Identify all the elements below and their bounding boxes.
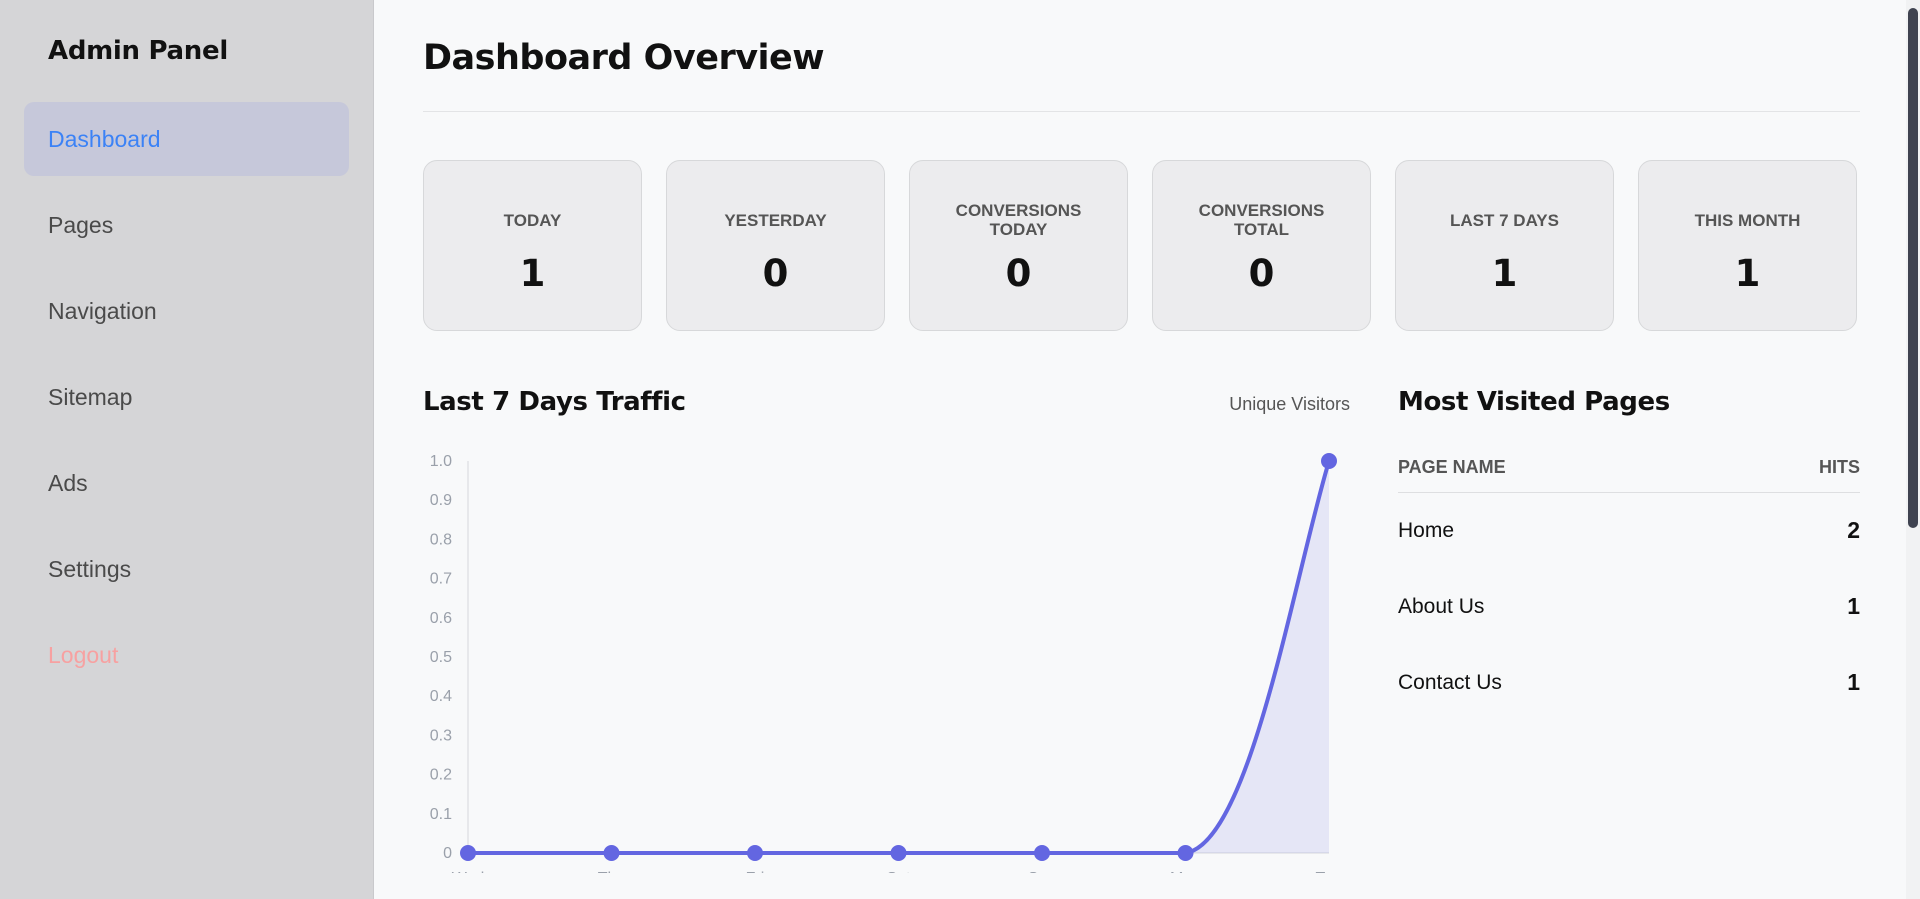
brand-title: Admin Panel (48, 36, 228, 66)
popular-pages-table: PAGE NAME HITS Home 2 About Us 1 (1398, 457, 1860, 721)
stat-card-this-month: THIS MONTH 1 (1638, 160, 1857, 331)
data-point (1321, 453, 1337, 469)
page-name-cell: Home (1398, 518, 1455, 542)
popular-pages-panel: Most Visited Pages PAGE NAME HITS Home 2 (1398, 387, 1860, 873)
stat-card-today: TODAY 1 (423, 160, 642, 331)
stat-label: LAST 7 DAYS (1450, 210, 1559, 230)
y-tick-label: 0.1 (430, 806, 452, 823)
x-tick-label: Sat (886, 870, 911, 873)
y-tick-label: 0.3 (430, 727, 452, 744)
y-tick-label: 0.6 (430, 610, 452, 627)
main-content: Dashboard Overview TODAY 1 YESTERDAY 0 C… (374, 0, 1920, 899)
stat-card-yesterday: YESTERDAY 0 (666, 160, 885, 331)
x-tick-label: Thu (598, 870, 626, 873)
column-header-hits: HITS (1732, 457, 1860, 493)
stat-label: THIS MONTH (1694, 210, 1801, 230)
data-point (747, 845, 763, 861)
stat-card-conversions-today: CONVERSIONS TODAY 0 (909, 160, 1128, 331)
hits-cell: 1 (1847, 669, 1860, 695)
x-tick-label: Sun (1028, 870, 1056, 873)
lower-section: Last 7 Days Traffic Unique Visitors 0 0.1… (423, 387, 1860, 873)
sidebar-item-sitemap[interactable]: Sitemap (48, 383, 133, 410)
data-point (1034, 845, 1050, 861)
traffic-chart: 0 0.1 0.2 0.3 0.4 0.5 0.6 0.7 0.8 0.9 1.0 Wed Thu Fri… (430, 453, 1343, 873)
stat-value: 1 (519, 252, 546, 295)
page-title: Dashboard Overview (423, 0, 1860, 112)
table-header-row: PAGE NAME HITS (1398, 457, 1860, 493)
page-name-cell: About Us (1398, 594, 1485, 618)
sidebar-item-ads[interactable]: Ads (48, 469, 88, 496)
stats-row: TODAY 1 YESTERDAY 0 CONVERSIONS TODAY 0 … (423, 160, 1860, 331)
sidebar-item-pages[interactable]: Pages (48, 211, 114, 238)
y-tick-label: 0.8 (430, 531, 452, 548)
x-tick-label: Fri (746, 870, 765, 873)
sidebar-nav: Dashboard Pages Navigation Sitemap Ads S… (0, 102, 373, 692)
y-tick-label: 0.4 (430, 688, 452, 705)
data-point (1177, 845, 1194, 861)
stat-value: 0 (762, 252, 789, 295)
stat-label: CONVERSIONS TODAY (955, 201, 1082, 239)
x-tick-label: Wed (452, 870, 485, 873)
stat-value: 1 (1491, 252, 1518, 295)
popular-title: Most Visited Pages (1398, 387, 1670, 417)
scrollbar-thumb[interactable] (1908, 8, 1918, 528)
y-tick-label: 0.2 (430, 767, 452, 784)
data-point (460, 845, 476, 861)
sidebar-item-dashboard[interactable]: Dashboard (24, 102, 349, 176)
traffic-header: Last 7 Days Traffic Unique Visitors (423, 387, 1350, 417)
stat-value: 0 (1005, 252, 1032, 295)
hits-cell: 2 (1847, 517, 1860, 544)
hits-cell: 1 (1847, 593, 1860, 619)
column-header-page-name: PAGE NAME (1398, 457, 1733, 493)
stat-card-last-7-days: LAST 7 DAYS 1 (1395, 160, 1614, 331)
y-tick-label: 0.5 (430, 649, 452, 666)
series-line (468, 460, 1331, 855)
series-area (468, 461, 1329, 853)
table-row: Contact Us 1 (1398, 645, 1860, 721)
stat-label: TODAY (503, 210, 562, 230)
stat-label: CONVERSIONS TOTAL (1198, 201, 1325, 239)
stat-label: YESTERDAY (724, 210, 827, 230)
y-tick-label: 1.0 (430, 453, 452, 470)
stat-card-conversions-total: CONVERSIONS TOTAL 0 (1152, 160, 1371, 331)
data-point (603, 845, 620, 861)
sidebar-item-navigation[interactable]: Navigation (48, 297, 157, 324)
sidebar-item-logout[interactable]: Logout (48, 641, 119, 668)
sidebar-item-settings[interactable]: Settings (48, 555, 132, 582)
x-tick-label: Mon (1170, 870, 1201, 873)
sidebar: Admin Panel Dashboard Pages Navigation S… (0, 0, 374, 899)
series-caption: Unique Visitors (1229, 394, 1350, 414)
table-row: About Us 1 (1398, 569, 1860, 645)
x-tick-label: Tue (1316, 870, 1343, 873)
traffic-panel: Last 7 Days Traffic Unique Visitors 0 0.1… (423, 387, 1350, 873)
traffic-chart-wrap: 0 0.1 0.2 0.3 0.4 0.5 0.6 0.7 0.8 0.9 1.0 Wed Thu Fri… (423, 433, 1350, 873)
stat-value: 1 (1734, 252, 1761, 295)
page-name-cell: Contact Us (1398, 670, 1502, 694)
y-tick-label: 0.9 (430, 492, 452, 509)
table-row: Home 2 (1398, 493, 1860, 569)
scrollbar[interactable] (1906, 0, 1920, 899)
y-tick-label: 0.7 (430, 571, 452, 588)
stat-value: 0 (1248, 252, 1275, 295)
y-tick-label: 0 (443, 845, 452, 862)
data-point (890, 845, 907, 861)
traffic-title: Last 7 Days Traffic (423, 387, 686, 417)
